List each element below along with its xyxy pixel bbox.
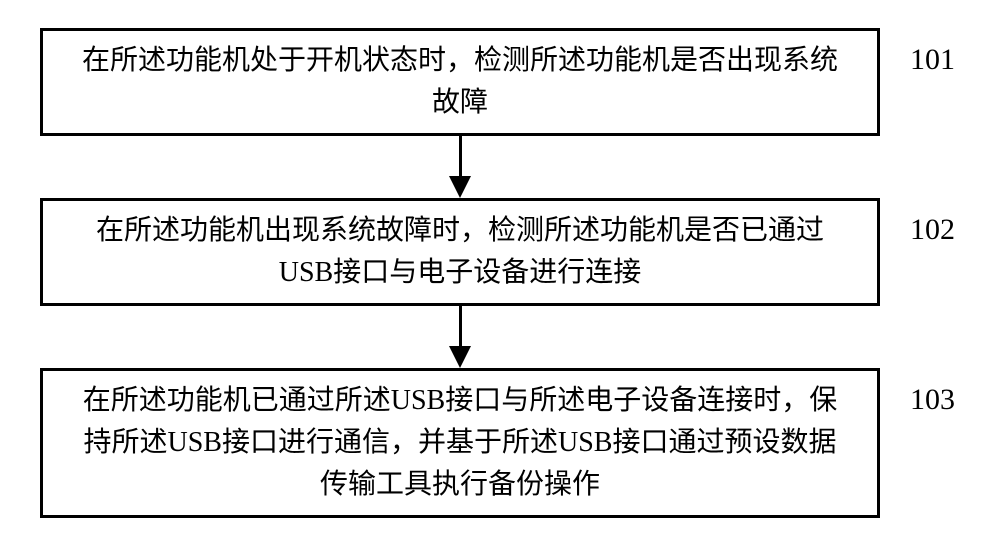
flow-step-101: 在所述功能机处于开机状态时，检测所述功能机是否出现系统 故障 101 bbox=[40, 28, 880, 136]
flowchart-container: 在所述功能机处于开机状态时，检测所述功能机是否出现系统 故障 101 在所述功能… bbox=[40, 28, 960, 518]
step-text-line: 持所述USB接口进行通信，并基于所述USB接口通过预设数据 bbox=[84, 422, 837, 464]
arrow-102-to-103 bbox=[40, 306, 880, 368]
step-label-101: 101 bbox=[910, 37, 955, 82]
step-text-line: 传输工具执行备份操作 bbox=[320, 464, 600, 506]
step-text-line: 故障 bbox=[432, 82, 488, 124]
arrow-head-icon bbox=[449, 176, 471, 198]
arrow-line bbox=[459, 136, 462, 178]
step-text-line: 在所述功能机已通过所述USB接口与所述电子设备连接时，保 bbox=[83, 380, 837, 422]
flow-step-103: 在所述功能机已通过所述USB接口与所述电子设备连接时，保 持所述USB接口进行通… bbox=[40, 368, 880, 518]
step-label-102: 102 bbox=[910, 207, 955, 252]
arrow-head-icon bbox=[449, 346, 471, 368]
step-text-line: 在所述功能机处于开机状态时，检测所述功能机是否出现系统 bbox=[82, 40, 838, 82]
arrow-101-to-102 bbox=[40, 136, 880, 198]
step-text-line: 在所述功能机出现系统故障时，检测所述功能机是否已通过 bbox=[96, 210, 824, 252]
arrow-line bbox=[459, 306, 462, 348]
flow-step-102: 在所述功能机出现系统故障时，检测所述功能机是否已通过 USB接口与电子设备进行连… bbox=[40, 198, 880, 306]
step-text-line: USB接口与电子设备进行连接 bbox=[279, 252, 641, 294]
step-label-103: 103 bbox=[910, 377, 955, 422]
